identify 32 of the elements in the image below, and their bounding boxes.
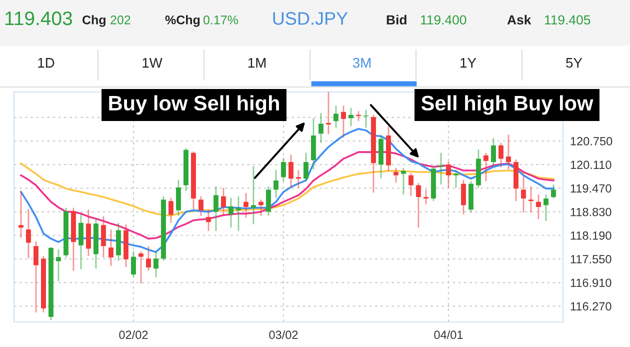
text: 1M: [248, 58, 266, 68]
text: 1Y: [460, 58, 476, 68]
text: 5Y: [566, 58, 582, 68]
text: 119.400: [421, 15, 466, 25]
text: 3M: [352, 58, 371, 68]
line-series: [20, 128, 554, 253]
annotation: Buy low Sell high: [109, 95, 279, 115]
x-tick-label: 04/01: [434, 330, 463, 340]
text: %Chg: [165, 15, 200, 27]
x-tick-label: 02/02: [119, 330, 148, 340]
text: Chg: [82, 15, 106, 27]
text: Bid: [386, 14, 406, 25]
y-tick-label: 120.750: [570, 137, 612, 146]
x-tick-label: 03/02: [269, 330, 298, 340]
y-tick-label: 120.110: [570, 160, 612, 170]
text: 1D: [38, 58, 54, 68]
y-tick-label: 116.910: [570, 278, 612, 287]
y-tick-label: 119.470: [570, 184, 612, 193]
text: USD.JPY: [273, 12, 348, 25]
text: 0.17%: [203, 16, 238, 24]
text: 202: [110, 16, 130, 24]
y-tick-label: 118.190: [570, 231, 612, 240]
y-tick-label: 117.550: [570, 255, 612, 264]
annotation: Sell high Buy low: [421, 95, 594, 115]
y-tick-label: 118.830: [570, 208, 612, 216]
line-series: [20, 151, 554, 240]
text: 1W: [142, 58, 162, 68]
text: 119.403: [5, 11, 72, 26]
text: 119.405: [545, 15, 590, 25]
line-series: [20, 162, 554, 216]
text: Ask: [507, 14, 532, 25]
y-tick-label: 116.270: [570, 302, 612, 311]
